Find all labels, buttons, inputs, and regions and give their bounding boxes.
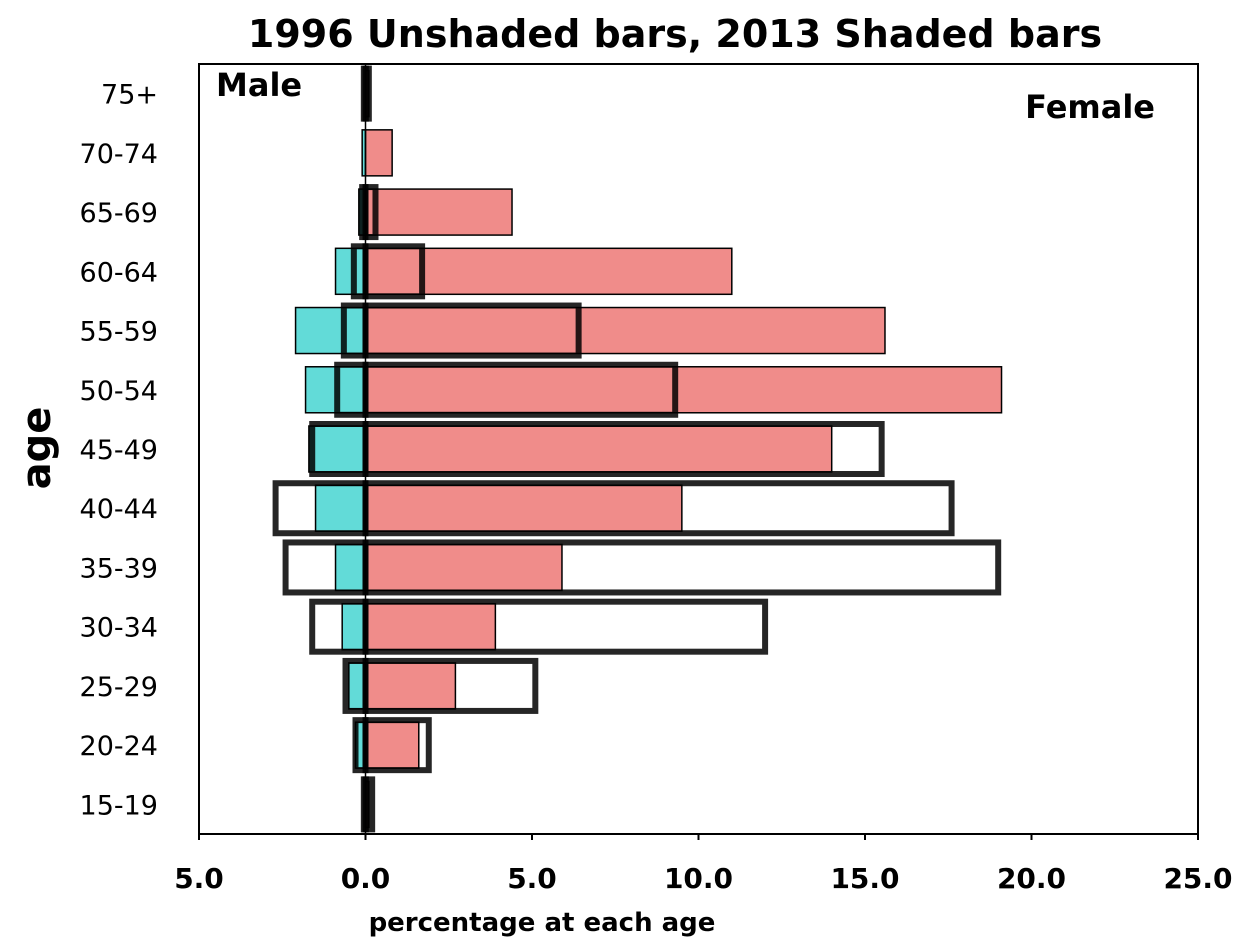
y-tick-labels: 75+ 70-74 65-69 60-64 55-59 50-54 45-49 40-44 35…: [80, 80, 158, 822]
y-tick-label: 60-64: [80, 257, 158, 288]
x-tick-label: 20.0: [997, 862, 1066, 895]
y-tick-label: 55-59: [80, 317, 158, 348]
bar-2013-female-7: [364, 484, 683, 532]
chart-title: 1996 Unshaded bars, 2013 Shaded bars: [248, 12, 1102, 56]
bar-2013-female-1: [364, 129, 393, 177]
female-annotation: Female: [1025, 88, 1155, 126]
x-axis-ticks: 5.0 0.0 5.0 10.0 15.0 20.0 25.0: [174, 834, 1233, 895]
x-tick-label: 5.0: [507, 862, 557, 895]
y-tick-label: 35-39: [80, 553, 158, 584]
male-annotation: Male: [216, 66, 302, 104]
x-tick-label: 0.0: [341, 862, 391, 895]
x-tick-label: 5.0: [174, 862, 224, 895]
y-tick-label: 45-49: [80, 435, 158, 466]
bar-2013-male-6: [308, 425, 367, 473]
bars-layer: [294, 69, 1003, 829]
bar-2013-female-2: [364, 188, 513, 236]
x-tick-label: 25.0: [1163, 862, 1232, 895]
x-tick-label: 15.0: [830, 862, 899, 895]
y-tick-label: 70-74: [80, 139, 158, 170]
bar-2013-female-11: [364, 721, 420, 769]
bar-2013-female-6: [364, 425, 833, 473]
y-tick-label: 50-54: [80, 376, 158, 407]
bar-2013-female-8: [364, 543, 563, 592]
x-tick-label: 10.0: [664, 862, 733, 895]
bar-2013-male-9: [341, 602, 367, 651]
y-tick-label: 65-69: [80, 198, 158, 229]
y-tick-label: 30-34: [80, 613, 158, 644]
bar-2013-female-9: [364, 602, 497, 651]
outline-bars-layer: [272, 64, 1002, 834]
y-tick-label: 25-29: [80, 672, 158, 703]
bar-2013-male-8: [334, 543, 367, 592]
bar-2013-female-5: [364, 366, 1003, 414]
y-tick-label: 15-19: [80, 790, 158, 821]
y-tick-label: 40-44: [80, 494, 158, 525]
bar-2013-male-4: [294, 306, 367, 355]
bar-2013-female-10: [364, 662, 457, 710]
y-tick-label: 75+: [101, 80, 158, 111]
bar-2013-female-4: [364, 306, 886, 355]
y-axis-label: age: [14, 407, 60, 490]
y-tick-label: 20-24: [80, 731, 158, 762]
bar-2013-male-3: [334, 247, 367, 296]
bar-2013-male-7: [314, 484, 367, 532]
x-axis-label: percentage at each age: [369, 908, 716, 938]
